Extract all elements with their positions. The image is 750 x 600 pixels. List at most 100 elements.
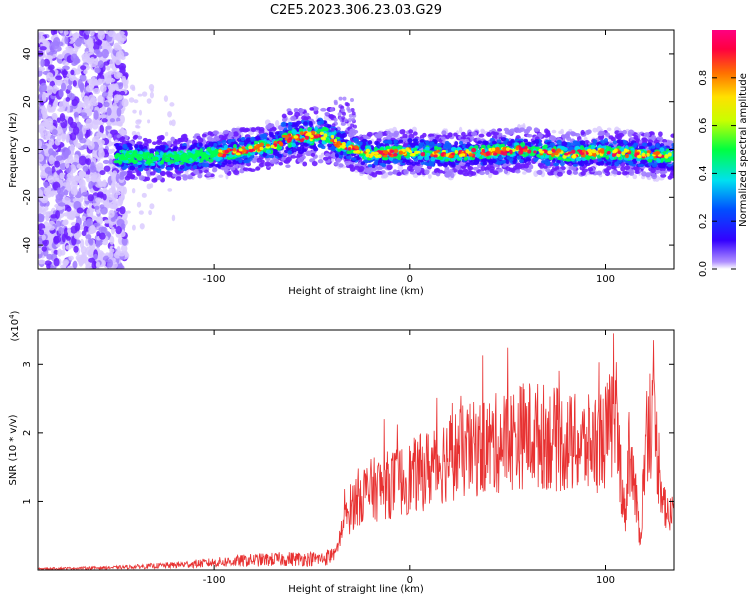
heatmap-cell xyxy=(250,127,257,133)
heatmap-cell xyxy=(110,129,118,135)
heatmap-cell xyxy=(79,238,85,249)
heatmap-cell xyxy=(159,135,165,141)
heatmap-cell xyxy=(424,169,430,175)
heatmap-cell xyxy=(556,139,562,145)
heatmap-cell xyxy=(322,156,329,161)
heatmap-cell xyxy=(112,102,117,109)
heatmap-cell xyxy=(545,161,551,167)
heatmap-cell xyxy=(57,248,63,257)
heatmap-cell xyxy=(81,191,90,197)
heatmap-cell xyxy=(38,66,46,72)
heatmap-cell xyxy=(72,126,80,135)
heatmap-cell xyxy=(537,142,543,147)
heatmap-cell xyxy=(88,225,96,234)
heatmap-cell xyxy=(392,132,399,138)
heatmap-cell xyxy=(580,129,585,136)
heatmap-cell xyxy=(61,147,70,157)
heatmap-cell xyxy=(49,41,55,52)
heatmap-cell xyxy=(358,165,365,172)
heatmap-cell xyxy=(205,171,212,177)
heatmap-cell xyxy=(66,149,72,156)
heatmap-cell xyxy=(141,91,148,97)
heatmap-cell xyxy=(169,120,173,126)
heatmap-cell xyxy=(622,129,627,135)
heatmap-cell xyxy=(201,133,207,138)
heatmap-cell xyxy=(88,239,94,246)
heatmap-cell xyxy=(119,90,126,96)
heatmap-cell xyxy=(496,139,502,144)
heatmap-cell xyxy=(404,158,410,163)
heatmap-cell xyxy=(448,162,453,166)
heatmap-cell xyxy=(70,53,78,62)
heatmap-cell xyxy=(285,164,291,168)
heatmap-cell xyxy=(151,141,157,145)
heatmap-cell xyxy=(38,259,46,265)
heatmap-cell xyxy=(376,170,383,175)
heatmap-cell xyxy=(117,50,125,60)
heatmap-cell xyxy=(505,166,512,172)
heatmap-cell xyxy=(73,154,80,162)
heatmap-cell xyxy=(69,213,76,218)
heatmap-cell xyxy=(597,131,604,137)
heatmap-cell xyxy=(639,163,645,168)
heatmap-cell xyxy=(138,109,142,116)
heatmap-cell xyxy=(448,168,454,174)
heatmap-cell xyxy=(596,170,603,176)
heatmap-cell xyxy=(367,140,373,145)
heatmap-cell xyxy=(462,172,470,177)
heatmap-cell xyxy=(566,169,572,175)
heatmap-cell xyxy=(642,159,649,164)
heatmap-cell xyxy=(94,67,101,74)
heatmap-cell xyxy=(470,171,477,176)
heatmap-cell xyxy=(63,77,70,86)
heatmap-cell xyxy=(38,153,44,162)
heatmap-cell xyxy=(66,206,72,212)
heatmap-cell xyxy=(69,164,77,174)
heatmap-cell xyxy=(130,174,136,179)
heatmap-cell xyxy=(317,143,324,148)
heatmap-cell xyxy=(93,253,98,260)
heatmap-cell xyxy=(376,166,383,171)
heatmap-cell xyxy=(125,210,131,214)
spectrogram-heatmap xyxy=(38,30,674,269)
heatmap-cell xyxy=(39,144,48,150)
heatmap-cell xyxy=(302,161,308,167)
heatmap-cell xyxy=(283,159,291,164)
heatmap-cell xyxy=(214,163,221,168)
heatmap-cell xyxy=(101,48,109,59)
heatmap-cell xyxy=(566,131,571,136)
heatmap-cell xyxy=(78,170,84,177)
heatmap-cell xyxy=(509,128,515,134)
heatmap-cell xyxy=(445,135,451,140)
heatmap-cell xyxy=(136,125,141,129)
heatmap-cell xyxy=(429,161,435,167)
heatmap-cell xyxy=(108,158,113,165)
heatmap-cell xyxy=(260,159,265,164)
heatmap-cell xyxy=(48,148,54,156)
heatmap-cell xyxy=(72,260,78,269)
heatmap-cell xyxy=(186,174,193,180)
heatmap-cell xyxy=(96,51,103,58)
heatmap-cell xyxy=(138,210,144,215)
heatmap-cell xyxy=(478,133,485,138)
heatmap-cell xyxy=(42,135,50,141)
heatmap-cell xyxy=(158,147,165,151)
heatmap-cell xyxy=(105,125,112,130)
heatmap-cell xyxy=(301,115,308,121)
heatmap-cell xyxy=(122,143,128,149)
heatmap-cell xyxy=(108,148,113,155)
heatmap-cell xyxy=(110,226,115,235)
heatmap-cell xyxy=(242,167,249,171)
heatmap-cell xyxy=(249,136,256,142)
heatmap-cell xyxy=(386,134,392,141)
heatmap-cell xyxy=(103,219,111,224)
heatmap-cell xyxy=(327,143,332,148)
heatmap-cell xyxy=(81,230,87,237)
heatmap-cell xyxy=(136,201,142,208)
heatmap-cell xyxy=(60,264,67,269)
heatmap-cell xyxy=(360,161,366,166)
heatmap-cell xyxy=(39,46,47,51)
heatmap-cell xyxy=(556,159,561,164)
